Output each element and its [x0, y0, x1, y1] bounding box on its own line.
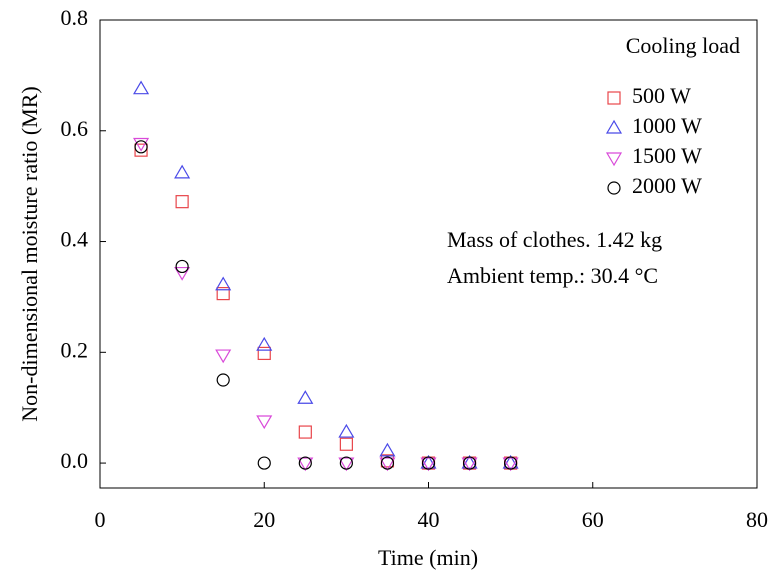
- data-point: [298, 425, 312, 439]
- data-point: [462, 456, 477, 470]
- annotation: Mass of clothes. 1.42 kg: [447, 227, 662, 252]
- data-point: [216, 287, 230, 301]
- y-tick-label: 0.0: [61, 448, 89, 473]
- data-point: [256, 336, 273, 351]
- data-point: [379, 457, 396, 472]
- y-tick-label: 0.6: [61, 116, 89, 141]
- data-point: [133, 80, 150, 95]
- data-point: [461, 454, 478, 469]
- data-point: [504, 456, 518, 470]
- data-point: [257, 346, 271, 361]
- data-point: [215, 349, 232, 364]
- x-axis-label: Time (min): [378, 545, 478, 570]
- data-point: [298, 456, 312, 470]
- data-point: [380, 456, 395, 470]
- data-point: [461, 457, 478, 472]
- x-tick-label: 0: [95, 507, 106, 532]
- legend-marker: [605, 119, 623, 134]
- data-point: [257, 456, 271, 470]
- y-tick-label: 0.2: [61, 337, 89, 362]
- data-point: [339, 437, 353, 451]
- legend-marker: [607, 181, 621, 195]
- data-point: [134, 143, 148, 157]
- legend-title: Cooling load: [626, 33, 740, 58]
- data-point: [256, 415, 273, 430]
- legend-label: 500 W: [632, 83, 691, 108]
- annotation: Ambient temp.: 30.4 °C: [447, 263, 658, 288]
- data-point: [174, 266, 191, 281]
- legend-label: 2000 W: [632, 173, 702, 198]
- x-tick-label: 20: [253, 507, 275, 532]
- legend-label: 1000 W: [632, 113, 702, 138]
- legend-marker: [607, 91, 621, 105]
- data-point: [215, 276, 232, 291]
- legend-marker: [605, 152, 623, 167]
- legend-label: 1500 W: [632, 143, 702, 168]
- data-point: [297, 457, 314, 472]
- x-tick-label: 80: [746, 507, 768, 532]
- data-point: [338, 457, 355, 472]
- y-axis-label: Non-dimensional moisture ratio (MR): [17, 86, 42, 421]
- data-point: [174, 164, 191, 179]
- data-point: [420, 454, 437, 469]
- data-point: [175, 259, 189, 274]
- data-point: [338, 423, 355, 438]
- x-tick-label: 40: [418, 507, 440, 532]
- x-tick-label: 60: [582, 507, 604, 532]
- data-point: [297, 390, 314, 404]
- data-point: [421, 456, 436, 470]
- data-point: [379, 442, 396, 457]
- data-point: [502, 454, 519, 469]
- y-tick-label: 0.4: [61, 227, 89, 252]
- data-point: [134, 140, 148, 154]
- data-point: [133, 137, 150, 152]
- data-point: [420, 457, 437, 472]
- data-point: [175, 195, 189, 209]
- y-tick-label: 0.8: [61, 5, 89, 30]
- data-point: [502, 457, 519, 472]
- data-point: [339, 456, 353, 470]
- data-point: [216, 373, 230, 387]
